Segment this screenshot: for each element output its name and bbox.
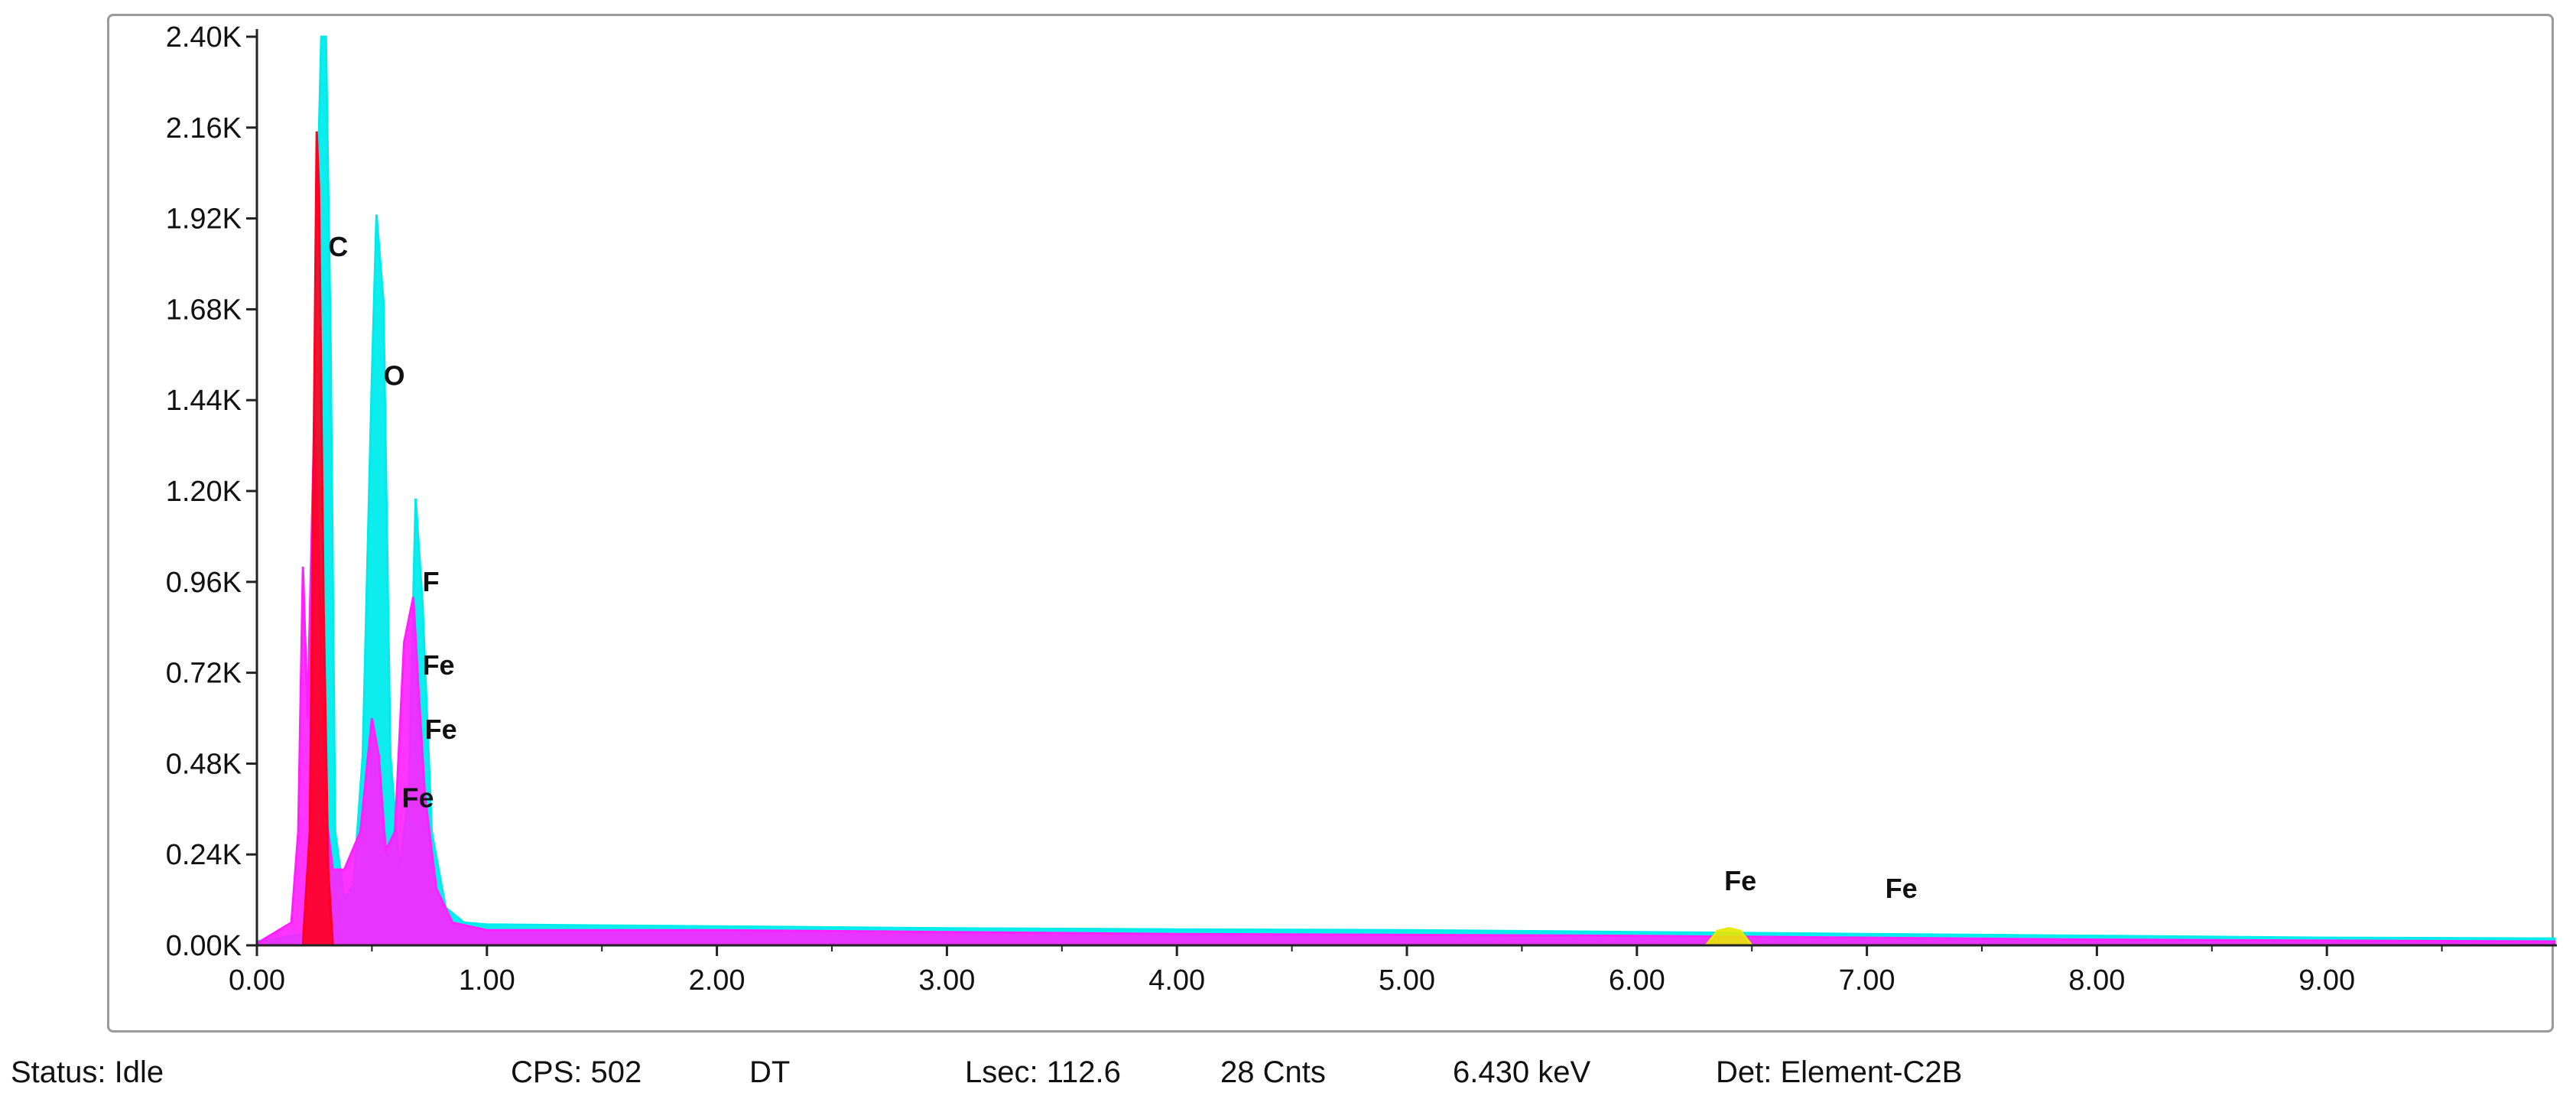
x-tick-label: 8.00: [2068, 964, 2125, 997]
y-tick-label: 2.16K: [166, 112, 242, 145]
y-tick-label: 1.20K: [166, 476, 242, 508]
spectrum-chart-frame: [107, 14, 2554, 1033]
status-bar: Status: Idle CPS: 502 DT Lsec: 112.6 28 …: [0, 1055, 2576, 1101]
peak-label: Fe: [1724, 865, 1756, 896]
peak-label: Fe: [423, 649, 455, 681]
spectrum-series-1: [255, 415, 2556, 947]
y-tick-label: 2.40K: [166, 21, 242, 54]
peak-label: C: [328, 231, 348, 262]
spectrum-chart: 0.00K 0.24K 0.48K 0.72K 0.96K 1.20K 1.44K 1.68K…: [166, 21, 2557, 997]
axis-layer: 0.00K 0.24K 0.48K 0.72K 0.96K 1.20K 1.44K 1.68K…: [166, 21, 2557, 997]
x-tick-label: 0.00: [229, 964, 285, 997]
series-layer: [255, 35, 2556, 947]
peak-label: O: [383, 359, 404, 391]
dt-readout: DT: [749, 1055, 791, 1089]
x-tick-label: 2.00: [689, 964, 746, 997]
detector-readout: Det: Element-C2B: [1716, 1055, 1963, 1089]
status-text: Status: Idle: [11, 1055, 164, 1089]
energy-readout: 6.430 keV: [1453, 1055, 1591, 1089]
peak-label: Fe: [402, 782, 434, 813]
spectrum-series-3: [1703, 927, 1755, 947]
peak-label: Fe: [425, 714, 457, 745]
y-tick-label: 1.68K: [166, 294, 242, 326]
y-tick-label: 0.24K: [166, 839, 242, 871]
lsec-readout: Lsec: 112.6: [965, 1055, 1121, 1089]
y-tick-label: 0.72K: [166, 658, 242, 690]
y-tick-label: 0.96K: [166, 567, 242, 599]
x-tick-label: 3.00: [918, 964, 975, 997]
y-tick-label: 0.00K: [166, 930, 242, 962]
x-tick-label: 6.00: [1609, 964, 1665, 997]
x-tick-label: 1.00: [459, 964, 515, 997]
y-tick-label: 0.48K: [166, 748, 242, 780]
x-tick-label: 5.00: [1379, 964, 1435, 997]
x-tick-label: 9.00: [2298, 964, 2355, 997]
y-tick-label: 1.92K: [166, 203, 242, 236]
annotation-layer: C O F Fe Fe Fe Fe Fe: [328, 231, 1917, 904]
x-tick-label: 7.00: [1839, 964, 1895, 997]
counts-readout: 28 Cnts: [1220, 1055, 1326, 1089]
y-tick-label: 1.44K: [166, 385, 242, 417]
peak-label: Fe: [1886, 873, 1918, 904]
spectrum-series-0: [255, 35, 2556, 947]
cps-readout: CPS: 502: [511, 1055, 642, 1089]
peak-label: F: [423, 566, 440, 597]
x-tick-label: 4.00: [1148, 964, 1205, 997]
